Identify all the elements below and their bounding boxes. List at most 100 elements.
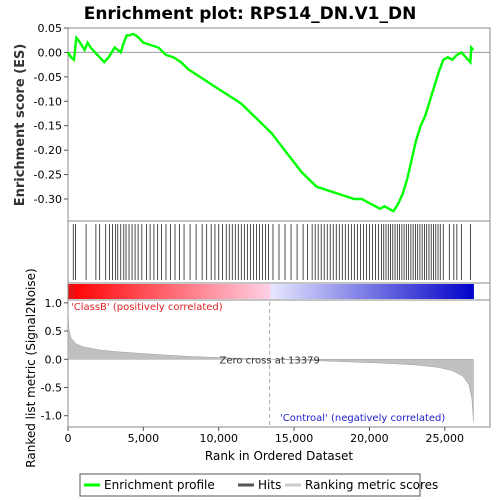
- colorbar-segment: [216, 284, 221, 299]
- x-tick-label: 15,000: [275, 432, 314, 445]
- colorbar-segment: [368, 284, 373, 299]
- colorbar-segment: [280, 284, 285, 299]
- colorbar-segment: [446, 284, 451, 299]
- colorbar-segment: [199, 284, 204, 299]
- colorbar-segment: [101, 284, 106, 299]
- colorbar-segment: [257, 284, 262, 299]
- colorbar-segment: [318, 284, 322, 299]
- colorbar-segment: [118, 284, 123, 299]
- colorbar-segment: [402, 284, 407, 299]
- colorbar-segment: [193, 284, 197, 299]
- colorbar-segment: [105, 284, 110, 299]
- es-y-tick-label: 0.05: [38, 22, 63, 35]
- colorbar-segment: [324, 284, 329, 299]
- legend-enrichment-label: Enrichment profile: [104, 478, 215, 492]
- colorbar-segment: [236, 284, 241, 299]
- colorbar-segment: [233, 284, 238, 299]
- colorbar-segment: [172, 284, 177, 299]
- es-y-tick-label: -0.15: [34, 120, 62, 133]
- colorbar-segment: [95, 284, 99, 299]
- colorbar-segment: [365, 284, 370, 299]
- colorbar-segment: [88, 284, 93, 299]
- colorbar-segment: [108, 284, 113, 299]
- rank-y-tick-label: -1.0: [41, 410, 62, 423]
- colorbar-segment: [453, 284, 458, 299]
- colorbar-segment: [226, 284, 231, 299]
- colorbar-segment: [68, 284, 72, 299]
- colorbar-segment: [382, 284, 387, 299]
- colorbar-segment: [277, 284, 282, 299]
- colorbar-segment: [385, 284, 390, 299]
- rank-colorbar: [68, 284, 474, 299]
- colorbar-segment: [301, 284, 305, 299]
- colorbar-segment: [321, 284, 326, 299]
- colorbar-segment: [409, 284, 414, 299]
- colorbar-segment: [436, 284, 441, 299]
- colorbar-segment: [135, 284, 140, 299]
- es-plot-area: [67, 27, 491, 222]
- colorbar-segment: [209, 284, 214, 299]
- es-y-axis-label: Enrichment score (ES): [13, 44, 28, 207]
- x-tick-label: 5,000: [128, 432, 160, 445]
- colorbar-segment: [138, 284, 143, 299]
- colorbar-segment: [290, 284, 295, 299]
- colorbar-segment: [274, 284, 278, 299]
- hits-panel: [67, 220, 491, 301]
- colorbar-segment: [159, 284, 164, 299]
- colorbar-segment: [372, 284, 376, 299]
- colorbar-segment: [449, 284, 454, 299]
- colorbar-segment: [284, 284, 289, 299]
- colorbar-segment: [270, 284, 275, 299]
- rank-y-tick-label: 1.0: [45, 297, 63, 310]
- zero-cross-label: Zero cross at 13379: [219, 355, 319, 366]
- colorbar-segment: [307, 284, 312, 299]
- colorbar-segment: [230, 284, 235, 299]
- colorbar-segment: [71, 284, 76, 299]
- es-y-tick-label: -0.30: [34, 193, 62, 206]
- enrichment-score-panel: 0.05 0.00 -0.05 -0.10 -0.15 -0.20 -0.25 -0.30 E…: [13, 22, 491, 222]
- colorbar-segment: [375, 284, 380, 299]
- x-axis-label: Rank in Ordered Dataset: [205, 449, 353, 463]
- colorbar-segment: [243, 284, 248, 299]
- colorbar-segment: [128, 284, 133, 299]
- colorbar-segment: [213, 284, 218, 299]
- hit-marks: [72, 224, 471, 280]
- colorbar-segment: [378, 284, 383, 299]
- colorbar-segment: [196, 284, 201, 299]
- rank-y-tick-label: -0.5: [41, 381, 62, 394]
- colorbar-segment: [179, 284, 184, 299]
- colorbar-segment: [263, 284, 268, 299]
- legend-hits-label: Hits: [258, 478, 281, 492]
- colorbar-segment: [470, 284, 474, 299]
- colorbar-segment: [186, 284, 191, 299]
- colorbar-segment: [176, 284, 180, 299]
- legend: Enrichment profile Hits Ranking metric s…: [79, 473, 438, 497]
- colorbar-segment: [115, 284, 120, 299]
- colorbar-segment: [439, 284, 444, 299]
- colorbar-segment: [426, 284, 431, 299]
- colorbar-segment: [260, 284, 265, 299]
- colorbar-segment: [314, 284, 319, 299]
- colorbar-segment: [429, 284, 434, 299]
- colorbar-segment: [399, 284, 403, 299]
- colorbar-segment: [91, 284, 96, 299]
- es-y-tick-label: -0.20: [34, 144, 62, 157]
- chart-title: Enrichment plot: RPS14_DN.V1_DN: [84, 4, 417, 24]
- colorbar-segment: [250, 284, 255, 299]
- colorbar-segment: [345, 284, 349, 299]
- positive-class-label: 'ClassB' (positively correlated): [71, 302, 223, 313]
- colorbar-segment: [338, 284, 343, 299]
- colorbar-segment: [220, 284, 224, 299]
- es-y-tick-label: -0.10: [34, 95, 62, 108]
- colorbar-segment: [419, 284, 424, 299]
- colorbar-segment: [392, 284, 397, 299]
- colorbar-segment: [78, 284, 83, 299]
- colorbar-segment: [361, 284, 366, 299]
- enrichment-profile-line: [66, 32, 475, 213]
- colorbar-segment: [334, 284, 339, 299]
- rank-y-axis-label: Ranked list metric (Signal2Noise): [24, 268, 38, 467]
- colorbar-segment: [331, 284, 336, 299]
- ranked-metric-panel: 1.0 0.5 0.0 -0.5 -1.0 Zero cross at 13379 'C…: [24, 268, 491, 468]
- colorbar-segment: [358, 284, 363, 299]
- colorbar-segment: [247, 284, 251, 299]
